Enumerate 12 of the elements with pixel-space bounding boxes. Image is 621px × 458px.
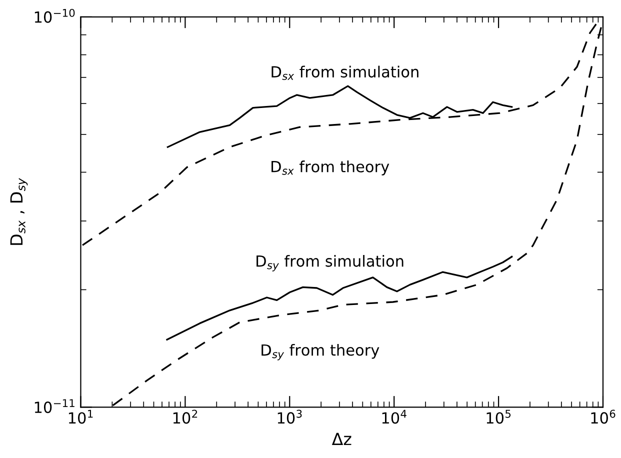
annotation: D$_{sy}$ from theory — [262, 344, 380, 360]
annotation: D$_{sy}$ from simulation — [256, 255, 404, 272]
x-tick-label: 10$^{2}$ — [173, 410, 198, 424]
x-tick-label: 10$^{3}$ — [278, 410, 302, 424]
x-tick-label: 10$^{5}$ — [486, 410, 511, 424]
x-tick-label: 10$^{6}$ — [591, 410, 616, 424]
annotation: D$_{sx}$ from simulation — [272, 66, 418, 80]
y-axis-title: D$_{sx}$ , D$_{sy}$ — [10, 178, 28, 245]
annotation: D$_{sx}$ from theory — [272, 160, 390, 176]
y-tick-label: 10$^{−10}$ — [34, 8, 75, 23]
x-axis-title: Δz — [332, 432, 352, 446]
x-tick-label: 10$^{4}$ — [382, 410, 406, 424]
